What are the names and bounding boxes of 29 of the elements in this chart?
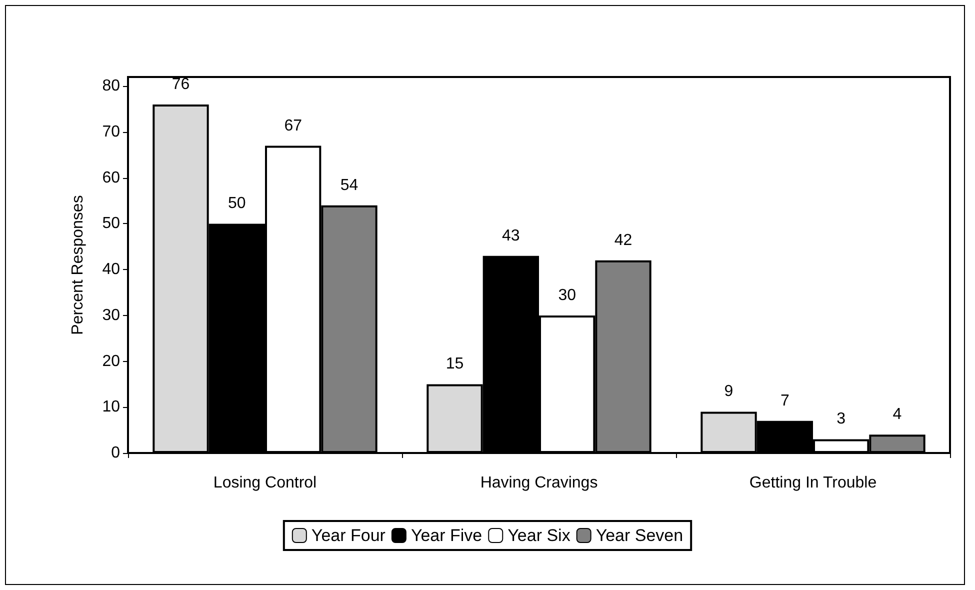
y-tick-label: 50	[102, 215, 120, 232]
data-label: 43	[502, 227, 520, 244]
data-label: 42	[614, 232, 632, 249]
legend-label: Year Seven	[596, 526, 684, 545]
data-label: 7	[780, 392, 790, 410]
y-tick-label: 80	[102, 78, 120, 95]
y-tick-label: 10	[102, 398, 120, 416]
y-tick-label: 20	[102, 352, 120, 370]
y-axis-title: Percent Responses	[70, 195, 86, 335]
data-label: 4	[892, 406, 902, 424]
x-tick-label: Getting In Trouble	[749, 474, 877, 492]
y-tick-label: 60	[102, 169, 120, 186]
y-tick-label: 40	[102, 261, 120, 278]
data-label: 76	[172, 76, 190, 94]
data-label: 54	[340, 176, 358, 194]
y-tick-label: 30	[102, 306, 120, 324]
y-tick-label: 0	[111, 444, 120, 462]
legend-label: Year Six	[508, 526, 571, 545]
data-label: 15	[446, 356, 464, 373]
y-tick-label: 70	[102, 124, 120, 141]
legend-label: Year Five	[410, 526, 482, 545]
x-tick-label: Having Cravings	[480, 474, 598, 492]
data-label: 9	[724, 383, 734, 400]
data-label: 50	[228, 195, 246, 212]
x-tick-label: Losing Control	[213, 474, 317, 492]
data-label: 30	[558, 286, 576, 304]
data-label: 67	[284, 117, 302, 134]
legend-label: Year Four	[311, 526, 386, 545]
data-label: 3	[836, 410, 846, 428]
